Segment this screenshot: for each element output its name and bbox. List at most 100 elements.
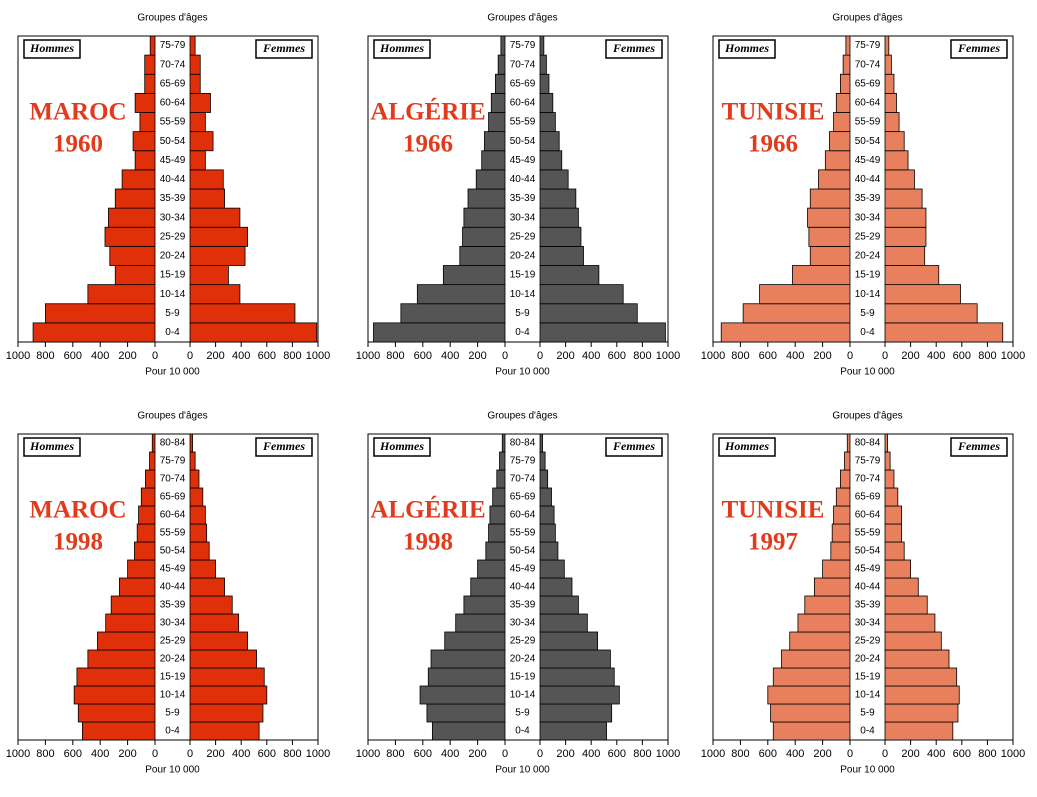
legend-box [605, 437, 663, 457]
pyramid-panel: Groupes d'âges 0-4 5-9 10-14 15-19 20-24 25-29… [6, 411, 330, 776]
bar-women [539, 112, 556, 133]
bar-men [463, 595, 506, 615]
bar-women [539, 73, 550, 94]
bar-women [884, 703, 959, 723]
x-tick-label: 400 [582, 748, 600, 760]
bar-men [759, 284, 851, 305]
bar-men [467, 188, 506, 209]
x-tick-label: 1000 [1001, 350, 1025, 362]
bar-men [844, 451, 851, 471]
age-label: 65-69 [510, 492, 536, 503]
age-label: 35-39 [160, 600, 186, 611]
bar-women [539, 541, 559, 561]
bar-men [499, 451, 506, 471]
age-label: 15-19 [160, 672, 186, 683]
chart-title: TUNISIE [722, 497, 825, 524]
bar-women [884, 487, 899, 507]
bar-women [189, 54, 201, 75]
age-label: 40-44 [510, 174, 536, 185]
bar-men [149, 451, 156, 471]
legend-women: Femmes [957, 41, 1000, 55]
bar-men [808, 226, 851, 247]
bar-women [884, 505, 903, 525]
age-label: 45-49 [160, 155, 186, 166]
bar-men [501, 433, 506, 453]
bar-women [189, 226, 248, 247]
age-label: 50-54 [510, 546, 536, 557]
x-tick-label: 400 [927, 350, 945, 362]
age-label: 25-29 [160, 636, 186, 647]
x-tick-label: 400 [441, 350, 459, 362]
x-tick-label: 400 [927, 748, 945, 760]
bar-men [742, 303, 851, 324]
bar-women [539, 595, 579, 615]
x-tick-label: 0 [537, 350, 543, 362]
x-tick-label: 0 [882, 350, 888, 362]
bar-women [189, 559, 217, 579]
bar-women [189, 433, 193, 453]
bar-men [442, 265, 506, 286]
bar-men [145, 469, 156, 489]
bar-men [484, 131, 506, 152]
bar-men [477, 559, 506, 579]
bar-women [539, 523, 556, 543]
legend-men: Hommes [379, 41, 424, 55]
chart-subtitle: 1966 [748, 131, 798, 158]
bar-women [884, 559, 912, 579]
x-axis-label: Pour 10 000 [840, 367, 895, 378]
age-label: 35-39 [510, 600, 536, 611]
age-label: 70-74 [160, 59, 186, 70]
x-tick-label: 600 [953, 350, 971, 362]
bar-women [189, 523, 208, 543]
x-axis-label: Pour 10 000 [495, 765, 550, 776]
plot-frame [712, 433, 1014, 741]
age-label: 55-59 [855, 528, 881, 539]
age-label: 15-19 [160, 270, 186, 281]
bar-men [430, 649, 506, 669]
age-label: 60-64 [160, 510, 186, 521]
age-label: 0-4 [165, 726, 180, 737]
bar-men [797, 613, 851, 633]
bar-women [884, 54, 892, 75]
bar-women [539, 487, 552, 507]
legend-women: Femmes [612, 439, 655, 453]
bar-women [539, 92, 554, 113]
bar-men [845, 35, 851, 56]
pyramid-panel: Groupes d'âges 0-4 5-9 10-14 15-19 20-24 25-29… [6, 13, 330, 378]
x-axis-label: Pour 10 000 [145, 367, 200, 378]
age-label: 65-69 [855, 492, 881, 503]
x-tick-label: 600 [258, 748, 276, 760]
bar-women [189, 595, 233, 615]
legend-women: Femmes [262, 439, 305, 453]
bar-women [884, 685, 960, 705]
bar-women [539, 150, 563, 171]
legend-box [718, 437, 776, 457]
x-tick-label: 200 [901, 350, 919, 362]
pyramid-panel: Groupes d'âges 0-4 5-9 10-14 15-19 20-24 25-29… [701, 411, 1025, 776]
legend-box [950, 437, 1008, 457]
bar-men [431, 721, 506, 741]
age-label: 30-34 [855, 212, 881, 223]
age-label: 70-74 [855, 59, 881, 70]
legend-box [255, 437, 313, 457]
age-label: 50-54 [510, 136, 536, 147]
chart-title: MAROC [29, 497, 126, 524]
bar-men [475, 169, 506, 190]
chart-title: TUNISIE [722, 99, 825, 126]
age-label: 20-24 [160, 251, 186, 262]
age-label: 5-9 [860, 708, 875, 719]
bar-men [459, 245, 506, 266]
x-tick-label: 600 [759, 748, 777, 760]
x-tick-label: 1000 [1001, 748, 1025, 760]
age-label: 60-64 [510, 98, 536, 109]
bar-men [81, 721, 156, 741]
bar-women [884, 469, 895, 489]
bar-women [884, 613, 936, 633]
bar-women [189, 721, 260, 741]
bar-men [419, 685, 506, 705]
x-tick-label: 0 [187, 350, 193, 362]
bar-women [189, 73, 201, 94]
bar-women [884, 188, 923, 209]
legend-men: Hommes [724, 439, 769, 453]
x-tick-label: 400 [441, 748, 459, 760]
